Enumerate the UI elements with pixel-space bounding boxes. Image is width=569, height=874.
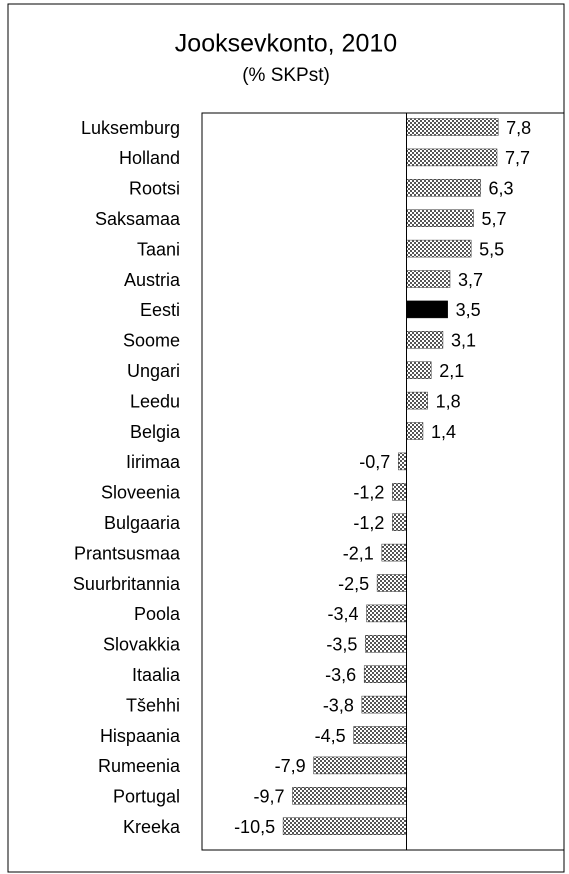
value-label: -1,2 <box>353 483 384 503</box>
bar <box>406 209 474 227</box>
chart-title: Jooksevkonto, 2010 <box>175 30 397 58</box>
value-label: 1,8 <box>436 391 461 411</box>
bar <box>381 543 407 562</box>
bar <box>392 513 407 531</box>
value-label: -3,6 <box>325 665 356 685</box>
bar <box>363 665 407 683</box>
value-label: 7,7 <box>505 148 530 168</box>
value-label: 5,7 <box>482 209 507 229</box>
value-label: 2,1 <box>439 361 464 381</box>
bar <box>361 695 407 714</box>
bar <box>376 574 407 592</box>
bar <box>406 422 424 440</box>
category-label: Luksemburg <box>81 118 180 138</box>
bar <box>406 179 481 197</box>
value-label: 3,7 <box>458 270 483 290</box>
value-label: 7,8 <box>506 118 531 138</box>
bar <box>392 483 407 501</box>
bar <box>353 726 407 744</box>
bar <box>406 391 428 410</box>
value-label: -2,1 <box>343 543 374 563</box>
category-label: Poola <box>134 604 181 624</box>
value-label: -3,5 <box>326 635 357 655</box>
category-label: Suurbritannia <box>73 574 181 594</box>
bar <box>406 270 451 288</box>
category-label: Soome <box>123 331 180 351</box>
bar <box>406 331 444 349</box>
value-label: 1,4 <box>431 422 456 442</box>
category-label: Ungari <box>127 361 180 381</box>
value-label: 6,3 <box>489 179 514 199</box>
value-label: 3,1 <box>451 331 476 351</box>
bar <box>366 604 407 623</box>
category-label: Taani <box>137 239 180 259</box>
category-label: Rootsi <box>129 179 180 199</box>
category-label: Austria <box>124 270 181 290</box>
value-label: 5,5 <box>479 239 504 259</box>
value-label: -4,5 <box>315 726 346 746</box>
value-label: -10,5 <box>234 817 275 837</box>
category-label: Bulgaaria <box>104 513 181 533</box>
category-label: Slovakkia <box>103 635 181 655</box>
bar <box>406 239 472 258</box>
bar <box>406 118 499 136</box>
value-label: 3,5 <box>456 300 481 320</box>
bar <box>406 300 448 319</box>
category-label: Rumeenia <box>98 756 181 776</box>
value-label: -3,4 <box>328 604 359 624</box>
bar <box>406 148 498 167</box>
value-label: -3,8 <box>323 695 354 715</box>
category-label: Hispaania <box>100 726 181 746</box>
category-label: Iirimaa <box>126 452 181 472</box>
category-label: Saksamaa <box>95 209 181 229</box>
category-label: Itaalia <box>132 665 181 685</box>
bar <box>406 361 432 379</box>
value-label: -7,9 <box>275 756 306 776</box>
category-label: Tšehhi <box>126 695 180 715</box>
chart-subtitle: (% SKPst) <box>242 65 330 86</box>
category-label: Prantsusmaa <box>74 543 181 563</box>
bar <box>365 635 407 653</box>
value-label: -1,2 <box>353 513 384 533</box>
value-label: -9,7 <box>253 787 284 807</box>
value-label: -0,7 <box>359 452 390 472</box>
bar <box>313 756 407 775</box>
bar <box>292 787 407 805</box>
category-label: Belgia <box>130 422 181 442</box>
bar <box>398 452 407 471</box>
category-label: Eesti <box>140 300 180 320</box>
plot-area <box>201 112 565 851</box>
bar <box>282 817 407 835</box>
category-label: Kreeka <box>123 817 181 837</box>
category-label: Holland <box>119 148 180 168</box>
category-label: Sloveenia <box>101 483 181 503</box>
category-label: Portugal <box>113 787 180 807</box>
value-label: -2,5 <box>338 574 369 594</box>
category-label: Leedu <box>130 391 180 411</box>
